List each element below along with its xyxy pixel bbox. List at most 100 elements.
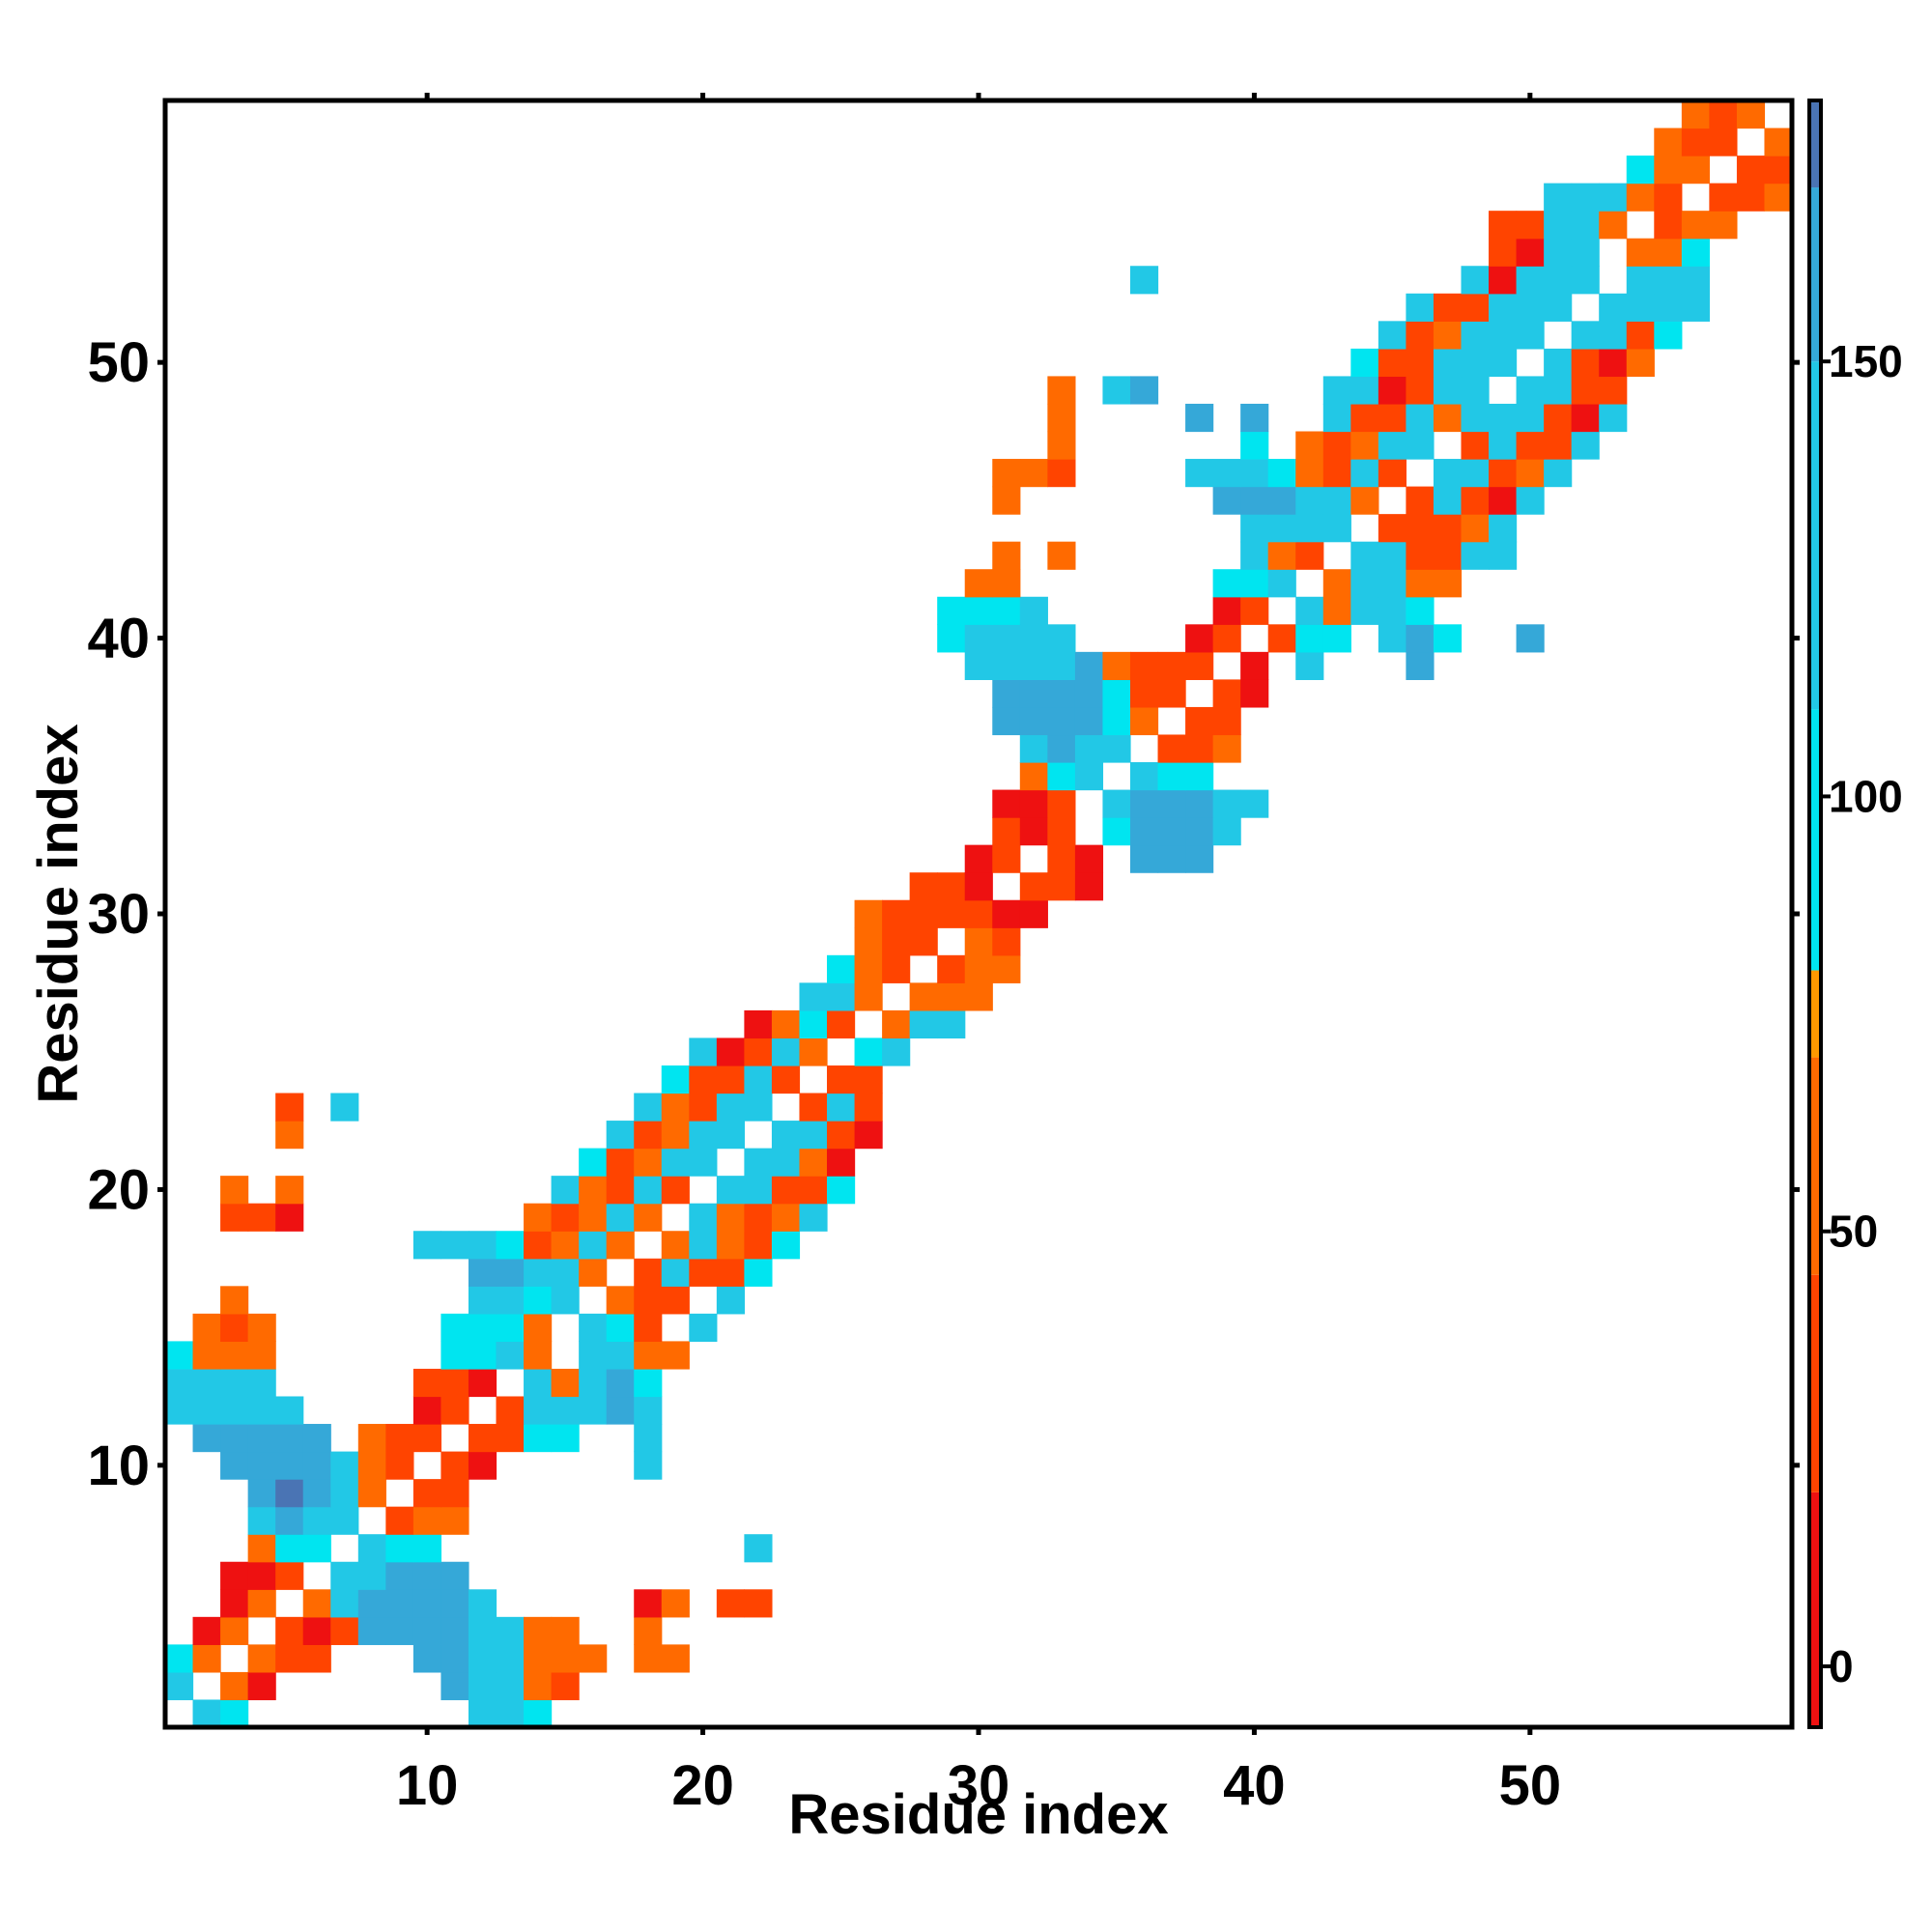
- heatmap-cell: [716, 1121, 745, 1150]
- heatmap-cell: [771, 1065, 801, 1094]
- heatmap-cell: [1240, 431, 1269, 460]
- heatmap-cell: [964, 596, 993, 625]
- heatmap-cell: [744, 1065, 773, 1094]
- heatmap-cell: [1102, 817, 1131, 846]
- heatmap-cell: [1544, 403, 1573, 433]
- heatmap-cell: [579, 1258, 608, 1287]
- heatmap-cell: [1461, 541, 1490, 570]
- heatmap-cell: [854, 1037, 883, 1066]
- heatmap-cell: [1212, 679, 1241, 708]
- heatmap-cell: [440, 1231, 469, 1260]
- heatmap-cell: [1047, 872, 1076, 901]
- heatmap-cell: [440, 1479, 469, 1508]
- heatmap-cell: [1267, 569, 1296, 598]
- heatmap-cell: [1019, 762, 1048, 791]
- heatmap-cell: [1406, 403, 1435, 433]
- heatmap-cell: [524, 1616, 553, 1645]
- heatmap-cell: [1157, 844, 1186, 873]
- heatmap-cell: [854, 1065, 883, 1094]
- heatmap-cell: [412, 1506, 442, 1535]
- heatmap-cell: [1571, 183, 1600, 212]
- heatmap-cell: [524, 1203, 553, 1232]
- y-tick-label: 10: [87, 1435, 150, 1497]
- heatmap-cell: [964, 651, 993, 680]
- heatmap-cell: [551, 1368, 580, 1398]
- heatmap-cell: [1102, 706, 1131, 736]
- heatmap-cell: [689, 1148, 718, 1177]
- heatmap-cell: [247, 1341, 276, 1370]
- colorbar-segment: [1809, 709, 1821, 971]
- heatmap-cell: [1212, 706, 1241, 736]
- y-tick-label: 40: [87, 608, 150, 670]
- heatmap-cell: [606, 1231, 635, 1260]
- heatmap-cell: [385, 1561, 414, 1590]
- heatmap-cell: [1378, 348, 1406, 378]
- colorbar-segment: [1809, 361, 1821, 710]
- heatmap-cell: [275, 1396, 304, 1425]
- heatmap-cell: [1516, 376, 1545, 405]
- heatmap-cell: [1736, 156, 1766, 185]
- heatmap-cell: [247, 1589, 276, 1618]
- heatmap-cell: [357, 1451, 386, 1480]
- heatmap-cell: [964, 624, 993, 653]
- heatmap-cell: [744, 1148, 773, 1177]
- heatmap-cell: [854, 982, 883, 1011]
- heatmap-cell: [1240, 789, 1269, 818]
- heatmap-cell: [524, 1424, 553, 1453]
- heatmap-cell: [1019, 624, 1048, 653]
- heatmap-cell: [606, 1286, 635, 1315]
- heatmap-cell: [716, 1258, 745, 1287]
- heatmap-cell: [440, 1589, 469, 1618]
- heatmap-cell: [661, 1286, 690, 1315]
- heatmap-cell: [716, 1093, 745, 1122]
- heatmap-cell: [661, 1121, 690, 1150]
- heatmap-cell: [1489, 266, 1518, 295]
- colorbar-tick-label: 100: [1829, 771, 1903, 821]
- x-tick-label: 20: [671, 1754, 734, 1817]
- heatmap-cell: [1240, 459, 1269, 488]
- heatmap-cell: [744, 1231, 773, 1260]
- heatmap-cell: [1322, 596, 1351, 625]
- heatmap-cell: [1047, 624, 1076, 653]
- heatmap-cell: [1433, 541, 1463, 570]
- heatmap-cell: [799, 1176, 828, 1205]
- heatmap-cell: [440, 1313, 469, 1342]
- heatmap-cell: [247, 1313, 276, 1342]
- heatmap-cell: [524, 1341, 553, 1370]
- heatmap-cell: [220, 1561, 249, 1590]
- heatmap-cell: [579, 1313, 608, 1342]
- heatmap-cell: [1185, 651, 1214, 680]
- heatmap-cell: [1019, 734, 1048, 763]
- heatmap-cell: [496, 1231, 525, 1260]
- axis-ticks: 10 20 30 40 50 10 20 30 40 50: [87, 93, 1800, 1817]
- heatmap-cell: [468, 1424, 497, 1453]
- heatmap-cell: [992, 596, 1021, 625]
- heatmap-cell: [551, 1396, 580, 1425]
- heatmap-cell: [247, 1203, 276, 1232]
- heatmap-cell: [937, 872, 966, 901]
- heatmap-cell: [1157, 651, 1186, 680]
- x-tick-label: 40: [1223, 1754, 1286, 1817]
- heatmap-cell: [634, 1313, 663, 1342]
- heatmap-cell: [496, 1286, 525, 1315]
- heatmap-cell: [1019, 679, 1048, 708]
- heatmap-cell: [579, 1644, 608, 1673]
- heatmap-cell: [1019, 459, 1048, 488]
- heatmap-cell: [1489, 403, 1518, 433]
- heatmap-cell: [1102, 376, 1131, 405]
- heatmap-cell: [551, 1644, 580, 1673]
- heatmap-cell: [1185, 706, 1214, 736]
- heatmap-cell: [1267, 486, 1296, 515]
- heatmap-cell: [882, 954, 911, 983]
- heatmap-cell: [716, 1065, 745, 1094]
- heatmap-cell: [716, 1286, 745, 1315]
- heatmap-cell: [1378, 514, 1406, 543]
- heatmap-cell: [771, 1009, 801, 1039]
- heatmap-cell: [1350, 459, 1379, 488]
- heatmap-cell: [551, 1286, 580, 1315]
- heatmap-cell: [1185, 844, 1214, 873]
- heatmap-cell: [1571, 431, 1600, 460]
- heatmap-cell: [854, 927, 883, 956]
- colorbar-segment: [1809, 1492, 1821, 1727]
- y-axis-title: Residue index: [27, 724, 90, 1103]
